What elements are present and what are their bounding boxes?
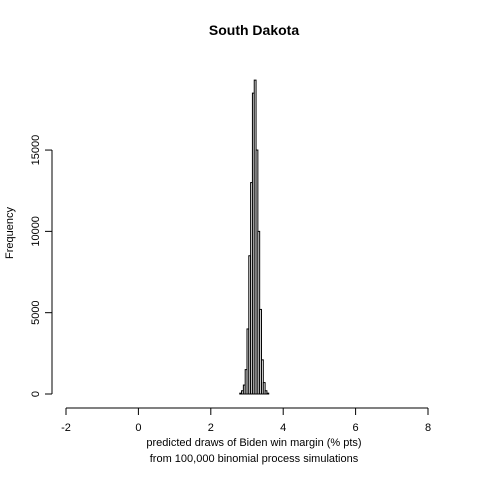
chart-title: South Dakota — [209, 22, 299, 38]
y-axis-label: Frequency — [4, 207, 16, 259]
x-tick-label: 8 — [425, 422, 431, 434]
histogram-bar — [260, 359, 264, 395]
histogram-bar — [262, 382, 266, 395]
x-tick-label: -2 — [61, 422, 71, 434]
x-axis: -2 0 2 4 6 8 — [61, 407, 431, 434]
y-axis: 0 5000 10000 15000 — [30, 135, 53, 397]
x-tick-label: 0 — [135, 422, 141, 434]
y-tick-label: 15000 — [30, 135, 42, 166]
histogram-bar — [266, 392, 270, 395]
x-axis-label-line1: predicted draws of Biden win margin (% p… — [146, 437, 361, 449]
histogram-bar — [264, 390, 268, 395]
x-axis-label-line2: from 100,000 binomial process simulation… — [150, 453, 359, 465]
x-tick-label: 4 — [280, 422, 286, 434]
y-tick-label: 5000 — [30, 300, 42, 324]
y-tick-label: 0 — [30, 391, 42, 397]
x-tick-label: 6 — [353, 422, 359, 434]
histogram-bars — [239, 79, 270, 395]
x-tick-label: 2 — [208, 422, 214, 434]
y-tick-label: 10000 — [30, 216, 42, 247]
histogram-bar — [259, 308, 262, 395]
